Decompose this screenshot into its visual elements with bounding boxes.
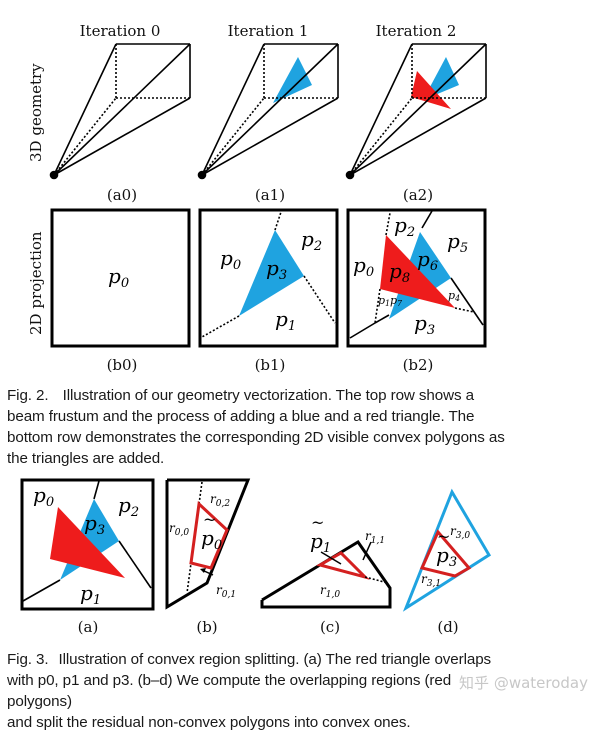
splitting-diagrams: p0 p3 p2 p1 r0,2 r0,0 p0 ~ r0,1 p1 ~ (20, 478, 492, 612)
splitting-panel-c: p1 ~ r1,1 r1,0 (260, 513, 392, 609)
panel-label-b0: (b0) (106, 356, 138, 374)
frustum-a1 (197, 43, 339, 180)
svg-text:~: ~ (203, 510, 216, 529)
projection-b1: p0 p3 p2 p1 (198, 208, 339, 348)
svg-text:p5: p5 (447, 229, 468, 256)
svg-text:p3: p3 (436, 543, 457, 570)
svg-text:p0: p0 (353, 253, 374, 280)
svg-text:p0: p0 (33, 483, 54, 510)
panel-label-b1: (b1) (254, 356, 286, 374)
svg-text:p2: p2 (394, 213, 415, 240)
panel-label-a: (a) (77, 618, 99, 636)
svg-text:~: ~ (311, 513, 324, 532)
splitting-panel-a: p0 p3 p2 p1 (20, 478, 155, 611)
splitting-panel-b: r0,2 r0,0 p0 ~ r0,1 (165, 478, 251, 610)
svg-text:p3: p3 (414, 311, 435, 338)
svg-text:p2: p2 (118, 493, 139, 520)
panel-label-b2: (b2) (402, 356, 434, 374)
svg-text:p1: p1 (310, 529, 331, 556)
svg-text:r1,1: r1,1 (365, 529, 385, 546)
column-title-iteration-1: Iteration 1 (227, 22, 309, 40)
panel-label-a1: (a1) (254, 186, 286, 204)
panel-label-d: (d) (437, 618, 459, 636)
frustum-diagrams (49, 43, 487, 180)
column-title-iteration-2: Iteration 2 (375, 22, 457, 40)
svg-text:p1: p1 (275, 307, 296, 334)
panel-label-b: (b) (196, 618, 218, 636)
svg-text:r3,1: r3,1 (421, 572, 441, 589)
svg-text:r3,0: r3,0 (450, 524, 470, 541)
svg-text:r0,0: r0,0 (169, 521, 189, 538)
projection-b2: p0 p2 p5 p8 p6 p1 p7 p4 p3 (346, 208, 487, 348)
svg-text:r1,0: r1,0 (320, 583, 340, 600)
figure-2-caption-prefix: Fig. 2. (7, 387, 49, 404)
frustum-a2 (345, 43, 487, 180)
svg-text:p1: p1 (378, 294, 390, 308)
figure-3-caption-line-1: Fig. 3. Illustration of convex region spl… (7, 651, 492, 668)
svg-text:r0,2: r0,2 (210, 492, 230, 509)
svg-text:p0: p0 (201, 526, 222, 553)
figure-2-caption-text: Illustration of our geometry vectorizati… (7, 387, 505, 467)
svg-text:p1: p1 (80, 581, 101, 608)
svg-text:p6: p6 (417, 247, 438, 274)
svg-text:p0: p0 (220, 246, 241, 273)
svg-text:p2: p2 (301, 227, 322, 254)
panel-label-a0: (a0) (106, 186, 138, 204)
figure-2-caption: Fig. 2. Illustration of our geometry vec… (7, 385, 507, 469)
figure-3-caption-prefix: Fig. 3. (7, 651, 49, 668)
figure-3-caption-line-3: and split the residual non-convex polygo… (7, 714, 411, 731)
svg-text:p0: p0 (108, 264, 129, 291)
panel-label-c: (c) (319, 618, 341, 636)
svg-text:r0,1: r0,1 (216, 583, 236, 600)
figure-3-caption: Fig. 3. Illustration of convex region spl… (7, 649, 507, 733)
projection-diagrams: p0 p0 p3 p2 p1 p0 p2 p5 (50, 208, 487, 348)
frustum-a0 (49, 43, 191, 180)
figure-3-caption-line-2: with p0, p1 and p3. (b–d) We compute the… (7, 672, 452, 710)
projection-b0: p0 (50, 208, 191, 348)
svg-text:p4: p4 (448, 289, 460, 303)
panel-label-a2: (a2) (402, 186, 434, 204)
svg-text:~: ~ (437, 527, 450, 546)
column-title-iteration-0: Iteration 0 (79, 22, 161, 40)
watermark: 知乎 @wateroday (459, 674, 588, 692)
splitting-panel-d: r3,0 p3 ~ r3,1 (402, 488, 492, 612)
